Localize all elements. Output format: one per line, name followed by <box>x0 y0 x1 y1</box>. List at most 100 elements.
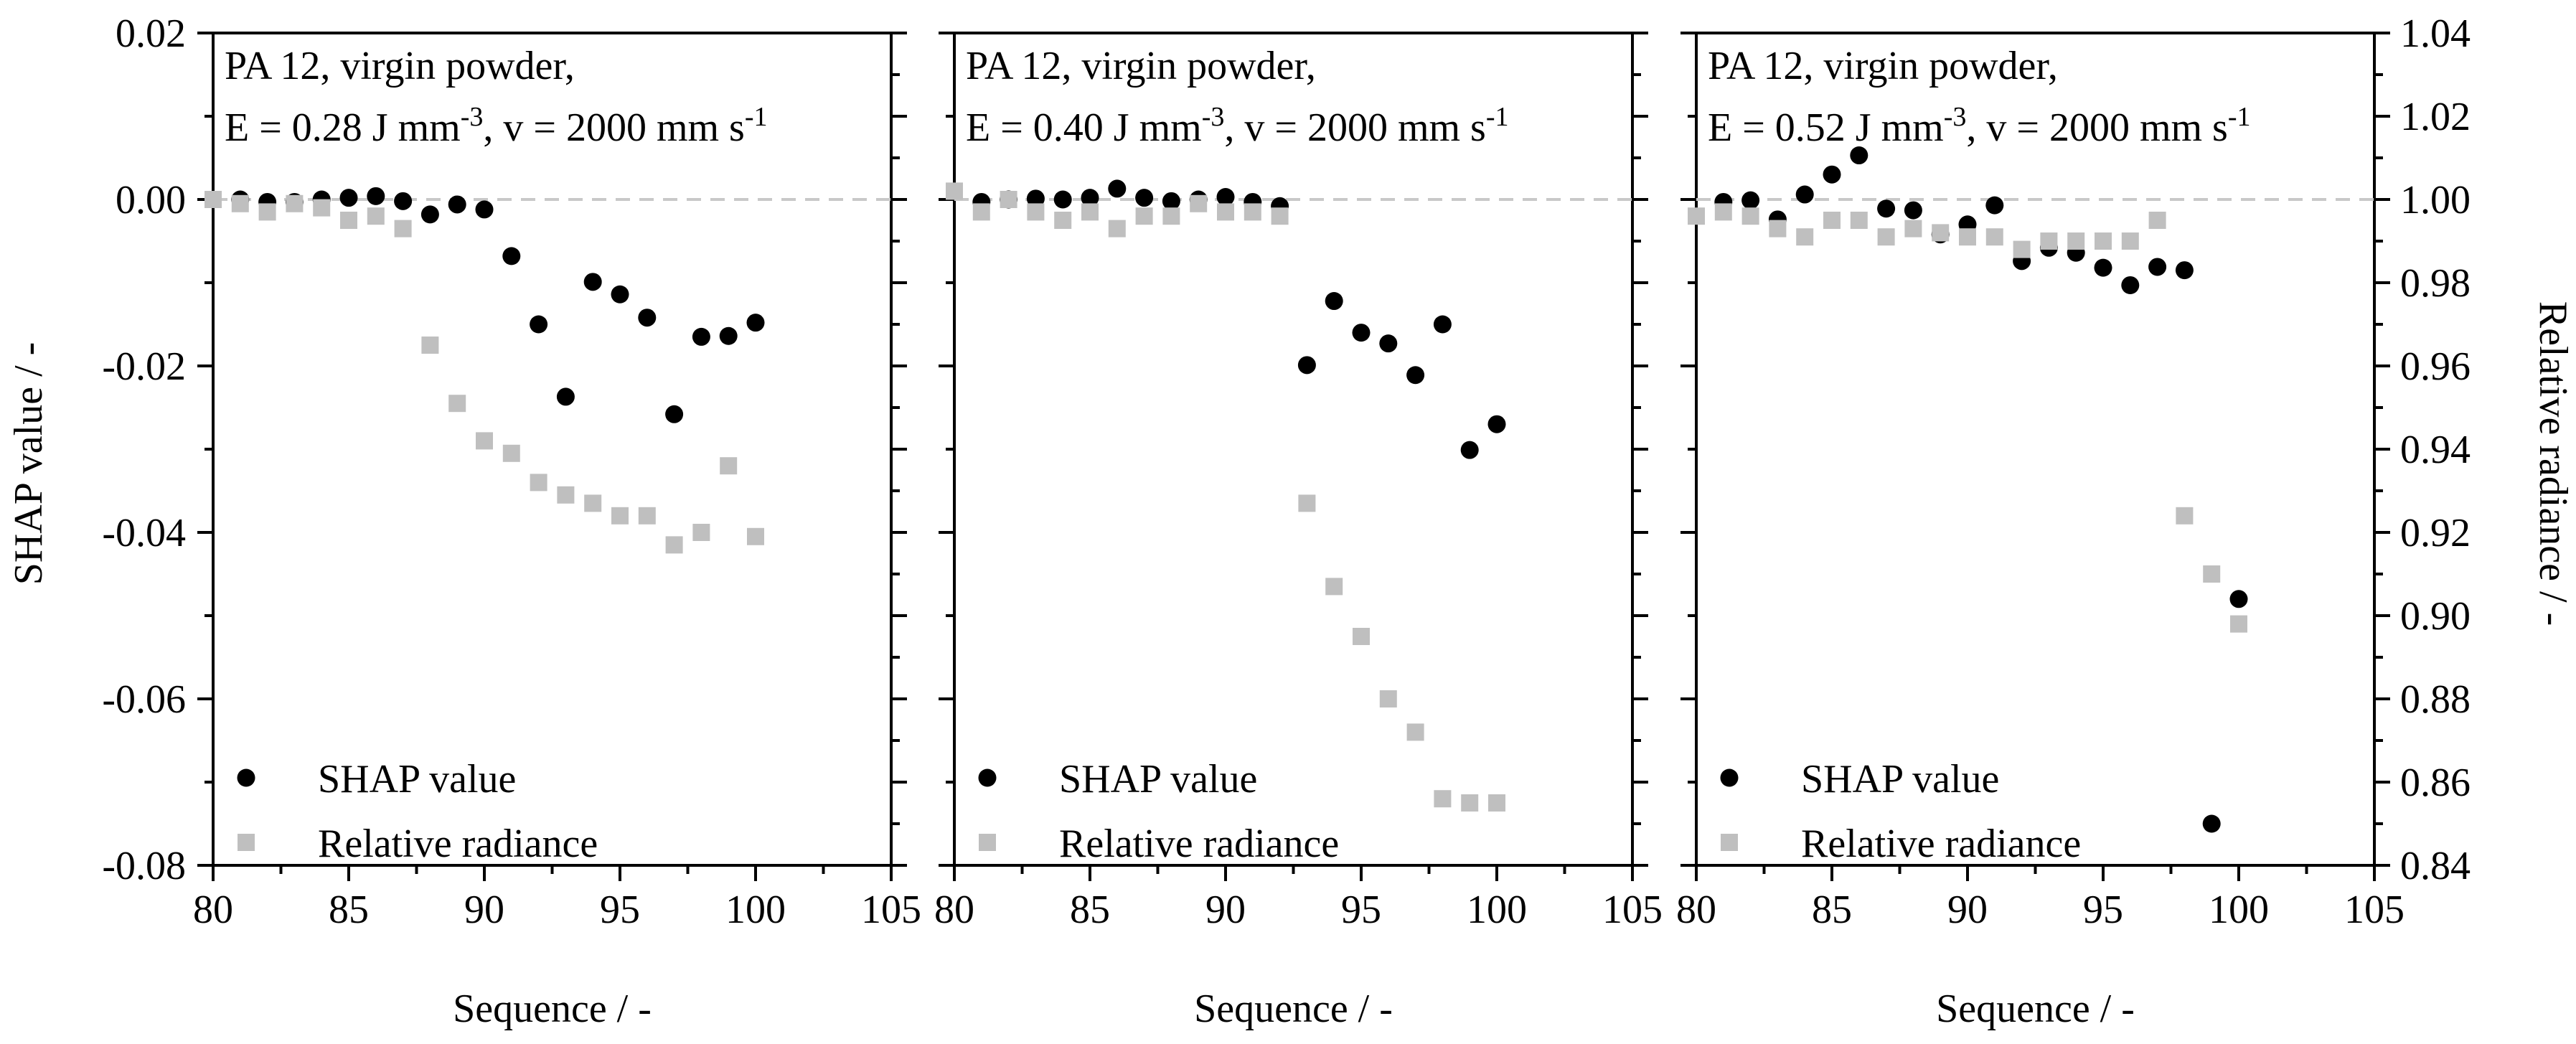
shap-point <box>448 195 466 214</box>
y-tick-label-right: 0.94 <box>2400 428 2471 472</box>
y-tick-label-left: 0.00 <box>116 178 186 222</box>
legend: SHAP value Relative radiance <box>978 757 1339 866</box>
shap-point <box>1985 196 2004 215</box>
radiance-point <box>2148 212 2166 229</box>
radiance-point <box>1406 723 1424 741</box>
radiance-point <box>530 474 547 492</box>
radiance-point <box>2230 615 2247 633</box>
radiance-point <box>1217 203 1234 221</box>
radiance-point <box>1325 578 1343 596</box>
radiance-point <box>2040 232 2058 250</box>
radiance-point <box>1796 228 1814 246</box>
legend-shap-label: SHAP value <box>1059 757 1257 801</box>
shap-point <box>1850 146 1868 165</box>
annotation-parameters: E = 0.40 J mm-3, v = 2000 mm s-1 <box>966 102 1509 150</box>
radiance-point <box>1190 194 1208 212</box>
shap-series <box>972 179 1506 459</box>
radiance-point <box>2067 232 2085 250</box>
radiance-point <box>205 191 222 208</box>
radiance-series <box>205 191 764 554</box>
plot-frame <box>212 32 893 867</box>
shap-point <box>1108 179 1127 198</box>
radiance-point <box>611 507 629 525</box>
shap-point <box>1026 189 1045 208</box>
shap-point <box>1216 188 1235 207</box>
annotation-parameters: E = 0.52 J mm-3, v = 2000 mm s-1 <box>1708 102 2251 150</box>
legend-shap-marker <box>978 768 997 787</box>
radiance-point <box>1162 207 1180 225</box>
x-tick-label: 105 <box>1602 888 1663 932</box>
radiance-point <box>286 194 304 212</box>
shap-point <box>746 314 765 332</box>
shap-point <box>638 309 657 327</box>
x-tick-label: 95 <box>2083 888 2123 932</box>
y-tick-label-right: 0.98 <box>2400 261 2471 306</box>
radiance-point <box>1271 207 1289 225</box>
x-tick-label: 90 <box>464 888 504 932</box>
radiance-point <box>720 457 738 475</box>
legend-shap-marker <box>1720 768 1739 787</box>
shap-point <box>1823 165 1841 184</box>
radiance-point <box>502 444 520 462</box>
plot-frame <box>1695 32 2376 867</box>
shap-point <box>530 315 548 334</box>
shap-point <box>1162 192 1180 210</box>
y-tick-label-right: 0.88 <box>2400 677 2471 722</box>
shap-point <box>367 187 385 205</box>
radiance-point <box>2203 565 2221 583</box>
annotation-text: E = 0.28 J mm <box>225 105 461 150</box>
annotation-material: PA 12, virgin powder, <box>1708 44 2058 88</box>
x-tick-label: 105 <box>2344 888 2405 932</box>
shap-point <box>2175 261 2194 280</box>
shap-point <box>719 326 738 345</box>
radiance-point <box>972 203 990 221</box>
radiance-point <box>1877 228 1895 246</box>
radiance-series <box>1688 203 2247 633</box>
radiance-point <box>2176 507 2194 525</box>
x-tick-label: 90 <box>1947 888 1988 932</box>
annotation-text: , v = 2000 mm s <box>1224 105 1486 150</box>
shap-point <box>1053 190 1072 209</box>
annotation-text: , v = 2000 mm s <box>483 105 745 150</box>
y-tick-label-right: 1.00 <box>2400 178 2471 222</box>
y-tick-label-right: 0.84 <box>2400 844 2471 888</box>
radiance-point <box>1000 191 1017 208</box>
radiance-point <box>1461 794 1479 812</box>
radiance-point <box>258 203 276 221</box>
y-axis-label-left: SHAP value / - <box>6 342 51 586</box>
annotation-text: , v = 2000 mm s <box>1966 105 2228 150</box>
shap-point <box>1406 366 1425 385</box>
panel-1: 80 85 90 95 100 105 Sequence / - -0.08 -0.06 -0.0… <box>102 11 921 1031</box>
radiance-point <box>747 527 764 545</box>
radiance-point <box>1688 207 1705 225</box>
radiance-point <box>557 486 575 504</box>
y-tick-label-left: -0.02 <box>102 344 186 389</box>
radiance-point <box>1135 207 1153 225</box>
x-tick-label: 100 <box>2209 888 2269 932</box>
shap-point <box>1741 191 1760 210</box>
radiance-point <box>1769 220 1787 238</box>
x-tick-label: 80 <box>934 888 974 932</box>
annotation-text: E = 0.52 J mm <box>1708 105 1944 150</box>
radiance-point <box>367 207 385 225</box>
x-tick-label: 105 <box>861 888 921 932</box>
x-tick-label: 95 <box>600 888 640 932</box>
y-tick-label-right: 1.02 <box>2400 95 2471 139</box>
radiance-point <box>1714 203 1732 221</box>
legend-shap-label: SHAP value <box>318 757 516 801</box>
annotation-superscript: -3 <box>461 102 484 132</box>
radiance-point <box>1027 203 1045 221</box>
annotation-text: E = 0.40 J mm <box>966 105 1202 150</box>
x-axis-label: Sequence / - <box>1936 987 2135 1031</box>
legend-radiance-marker <box>1721 834 1738 851</box>
annotation-superscript: -3 <box>1202 102 1225 132</box>
shap-point <box>502 247 521 265</box>
x-axis-label: Sequence / - <box>453 987 652 1031</box>
x-tick-label: 80 <box>193 888 233 932</box>
shap-point <box>1325 292 1343 311</box>
legend-radiance-label: Relative radiance <box>1801 822 2081 866</box>
radiance-series <box>946 182 1505 812</box>
radiance-point <box>584 494 602 512</box>
legend-radiance-marker <box>979 834 996 851</box>
